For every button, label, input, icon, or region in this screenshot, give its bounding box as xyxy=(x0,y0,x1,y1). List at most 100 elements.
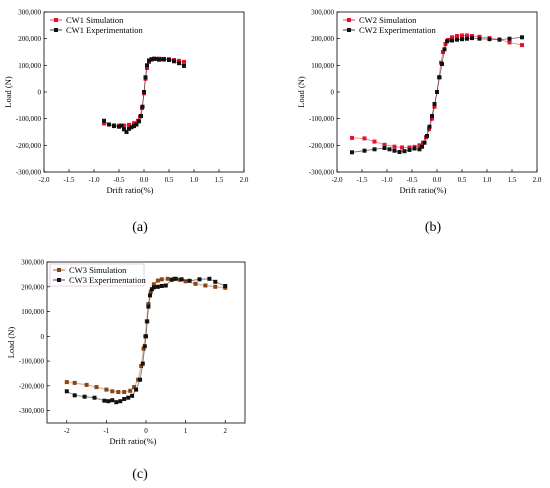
data-point xyxy=(450,35,454,40)
data-point xyxy=(142,90,146,94)
data-point xyxy=(84,382,89,387)
data-point xyxy=(140,361,145,366)
data-point xyxy=(102,121,106,126)
data-point xyxy=(417,143,422,148)
x-tick-label: 0.5 xyxy=(165,176,174,184)
data-point xyxy=(163,283,168,288)
data-point xyxy=(124,130,129,134)
y-tick-label: 300,000 xyxy=(21,259,44,267)
legend-label: CW2 Experimentation xyxy=(359,25,436,35)
data-point xyxy=(82,394,87,399)
x-tick-label: 1.5 xyxy=(508,176,517,184)
data-point xyxy=(102,118,106,123)
data-point xyxy=(465,36,469,41)
data-point xyxy=(169,277,174,282)
y-tick-label: -200,000 xyxy=(309,142,335,150)
data-point xyxy=(223,284,228,288)
data-point xyxy=(144,334,148,339)
data-point xyxy=(172,59,176,64)
panel-caption-c: (c) xyxy=(132,467,148,482)
data-point xyxy=(435,90,439,94)
data-point xyxy=(72,393,77,398)
data-point xyxy=(487,37,492,42)
data-point xyxy=(122,127,126,132)
data-point xyxy=(104,387,109,392)
x-tick-label: -1.5 xyxy=(356,176,368,184)
data-point xyxy=(154,56,159,61)
x-tick-label: -1.0 xyxy=(88,176,100,184)
data-point xyxy=(143,75,148,80)
x-tick-label: 1.5 xyxy=(215,176,224,184)
data-point xyxy=(182,63,186,68)
data-point xyxy=(507,40,512,45)
x-tick-label: -1.5 xyxy=(63,176,75,184)
data-point xyxy=(127,126,131,131)
y-tick-label: 0 xyxy=(41,333,45,341)
y-axis-title: Load (N) xyxy=(3,76,13,108)
data-point xyxy=(362,148,367,153)
data-point xyxy=(152,56,156,61)
data-point xyxy=(362,136,367,141)
data-point xyxy=(117,124,121,129)
y-tick-label: -100,000 xyxy=(16,115,42,123)
data-point xyxy=(162,57,166,62)
data-point xyxy=(129,125,134,130)
x-tick-label: 0.0 xyxy=(140,176,149,184)
x-tick-label: -2.0 xyxy=(38,176,50,184)
data-point xyxy=(427,124,432,129)
data-point xyxy=(417,147,422,152)
y-tick-label: -200,000 xyxy=(19,382,45,390)
y-tick-label: -300,000 xyxy=(309,169,335,177)
data-point xyxy=(140,104,145,109)
data-point xyxy=(432,104,437,109)
data-point xyxy=(213,279,218,284)
data-point xyxy=(157,57,161,62)
data-point xyxy=(392,144,397,149)
data-point xyxy=(159,277,164,282)
data-point xyxy=(134,122,139,127)
data-point xyxy=(203,283,208,288)
data-point xyxy=(127,122,131,127)
data-point xyxy=(147,58,151,63)
legend-label: CW3 Simulation xyxy=(69,265,127,275)
x-axis-title: Drift ratio(%) xyxy=(107,185,154,195)
x-tick-label: 2 xyxy=(223,427,227,435)
data-point xyxy=(138,377,143,382)
data-point xyxy=(387,147,392,152)
chart-panel-2: -2.0 -1.5 -1.0 -0.5 0.0 0.5 1.0 1.5 2.0 -300,000 -… xyxy=(296,9,542,196)
data-point xyxy=(507,36,512,41)
data-point xyxy=(122,390,127,394)
data-point xyxy=(72,380,77,385)
data-point xyxy=(155,278,160,283)
data-point xyxy=(141,346,146,351)
data-point xyxy=(460,37,464,42)
data-point xyxy=(400,145,404,150)
data-point xyxy=(132,385,137,390)
data-point xyxy=(122,397,127,401)
data-point xyxy=(402,149,407,154)
data-point xyxy=(450,38,454,43)
data-point xyxy=(372,139,377,144)
data-point xyxy=(430,114,434,118)
data-point xyxy=(173,276,178,281)
data-point xyxy=(407,145,412,150)
data-point xyxy=(139,364,144,368)
y-tick-label: 200,000 xyxy=(311,35,334,43)
y-tick-label: 200,000 xyxy=(21,283,44,291)
data-point xyxy=(122,123,126,128)
data-point xyxy=(92,395,97,400)
legend-marker xyxy=(57,278,61,282)
x-axis-title: Drift ratio(%) xyxy=(110,436,157,446)
legend xyxy=(340,14,432,36)
data-point xyxy=(183,279,188,284)
data-point xyxy=(110,389,115,394)
data-point xyxy=(455,34,459,38)
data-point xyxy=(432,102,437,106)
legend-marker xyxy=(54,18,58,22)
legend-label: CW3 Experimentation xyxy=(69,275,146,285)
x-tick-label: 1.0 xyxy=(483,176,492,184)
data-point xyxy=(382,146,387,150)
data-point xyxy=(520,43,524,48)
y-tick-label: 200,000 xyxy=(18,35,41,43)
x-axis-title: Drift ratio(%) xyxy=(400,185,447,195)
